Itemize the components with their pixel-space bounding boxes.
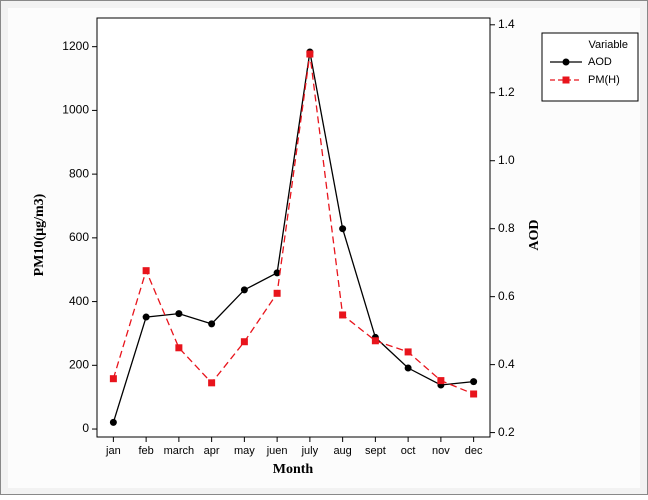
x-tick-label: nov bbox=[432, 445, 450, 457]
data-point bbox=[339, 311, 347, 319]
y2-tick-label: 0.6 bbox=[498, 289, 515, 303]
data-point bbox=[470, 378, 478, 386]
data-point bbox=[175, 344, 183, 352]
data-point bbox=[371, 337, 379, 345]
y2-tick-label: 0.2 bbox=[498, 425, 515, 439]
x-tick-label: dec bbox=[465, 445, 483, 457]
data-point bbox=[273, 289, 281, 297]
y2-tick-label: 1.0 bbox=[498, 153, 515, 167]
y-axis-title: PM10(µg/m3) bbox=[32, 193, 47, 276]
y-tick-label: 0 bbox=[82, 421, 89, 435]
x-tick-label: apr bbox=[204, 445, 220, 457]
y2-tick-label: 1.2 bbox=[498, 85, 515, 99]
y2-tick-label: 0.8 bbox=[498, 221, 515, 235]
y-tick-label: 600 bbox=[69, 230, 89, 244]
y-tick-label: 1000 bbox=[62, 103, 89, 117]
data-point bbox=[240, 338, 248, 346]
data-point bbox=[240, 286, 248, 294]
data-point bbox=[208, 320, 216, 328]
data-point bbox=[109, 375, 117, 383]
y2-axis-title: AOD bbox=[527, 219, 542, 250]
x-tick-label: juen bbox=[266, 445, 288, 457]
legend-label: AOD bbox=[588, 56, 612, 68]
x-tick-label: sept bbox=[365, 445, 386, 457]
y-tick-label: 200 bbox=[69, 357, 89, 371]
data-point bbox=[306, 50, 314, 58]
data-point bbox=[109, 418, 117, 426]
y2-tick-label: 0.4 bbox=[498, 357, 515, 371]
legend-title: Variable bbox=[588, 39, 628, 51]
data-point bbox=[404, 364, 412, 372]
data-point bbox=[142, 313, 150, 321]
x-tick-label: may bbox=[234, 445, 255, 457]
x-tick-label: jan bbox=[105, 445, 121, 457]
data-point bbox=[437, 377, 445, 385]
series-line bbox=[112, 53, 474, 395]
data-point bbox=[273, 269, 281, 277]
y2-tick-label: 1.4 bbox=[498, 17, 515, 31]
data-point bbox=[208, 379, 216, 387]
x-tick-label: march bbox=[164, 445, 195, 457]
plot-area bbox=[96, 17, 491, 438]
y-tick-label: 400 bbox=[69, 294, 89, 308]
data-point bbox=[339, 225, 347, 233]
legend-marker bbox=[562, 76, 570, 84]
data-point bbox=[142, 267, 150, 275]
x-axis-title: Month bbox=[273, 462, 314, 477]
x-tick-label: aug bbox=[333, 445, 351, 457]
y-tick-label: 1200 bbox=[62, 39, 89, 53]
x-tick-label: oct bbox=[401, 445, 416, 457]
data-point bbox=[470, 390, 478, 398]
x-tick-label: feb bbox=[138, 445, 153, 457]
series-line bbox=[112, 51, 474, 423]
x-tick-label: july bbox=[301, 445, 319, 457]
legend-box bbox=[541, 32, 639, 102]
legend-marker bbox=[562, 58, 570, 66]
y-tick-label: 800 bbox=[69, 166, 89, 180]
data-point bbox=[404, 348, 412, 356]
legend-label: PM(H) bbox=[588, 74, 620, 86]
data-point bbox=[175, 310, 183, 318]
